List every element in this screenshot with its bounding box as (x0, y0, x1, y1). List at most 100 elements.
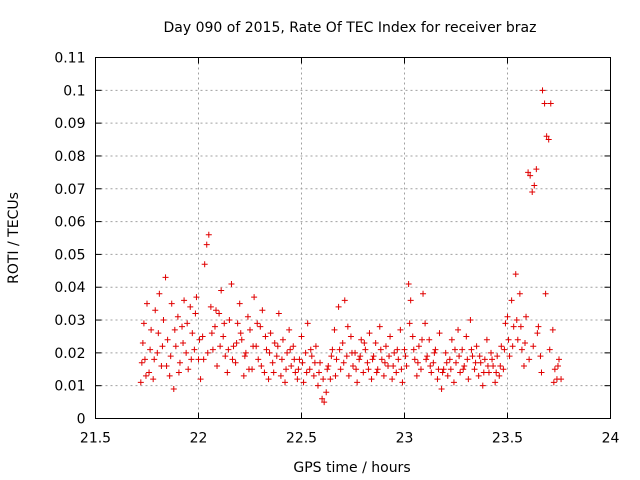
data-point (327, 376, 334, 383)
data-point (200, 356, 207, 363)
data-point (448, 336, 455, 343)
data-point (320, 376, 327, 383)
data-point (467, 317, 474, 324)
data-point (257, 323, 264, 330)
data-point (164, 336, 171, 343)
data-point (172, 343, 179, 350)
data-point (401, 346, 408, 353)
data-point (447, 366, 454, 373)
data-point (543, 133, 550, 140)
data-point (480, 369, 487, 376)
data-point (278, 356, 285, 363)
data-point (311, 359, 318, 366)
data-point (505, 336, 512, 343)
data-point (407, 297, 414, 304)
data-point (378, 356, 385, 363)
data-point (373, 369, 380, 376)
data-point (317, 359, 324, 366)
data-point (390, 362, 397, 369)
data-point (479, 382, 486, 389)
data-point (391, 349, 398, 356)
data-point (497, 362, 504, 369)
axes: 0 0.01 0.02 0.03 0.04 0.05 0.06 0.07 0.08 0.09 0.1… (54, 51, 619, 447)
data-point (201, 261, 208, 268)
data-point (234, 320, 241, 327)
data-point (271, 340, 278, 347)
data-point (501, 346, 508, 353)
data-point (150, 376, 157, 383)
data-point (238, 336, 245, 343)
data-point (180, 340, 187, 347)
data-point (241, 353, 248, 360)
data-point (156, 290, 163, 297)
data-point (343, 353, 350, 360)
data-point (262, 333, 269, 340)
data-point (415, 343, 422, 350)
y-tick-label: 0.08 (54, 149, 85, 165)
data-point (551, 366, 558, 373)
data-point (428, 369, 435, 376)
data-point (476, 353, 483, 360)
data-point (216, 310, 223, 317)
data-point (273, 353, 280, 360)
data-point (199, 333, 206, 340)
data-point (369, 356, 376, 363)
data-point (370, 353, 377, 360)
data-point (316, 369, 323, 376)
data-point (166, 372, 173, 379)
data-point (504, 313, 511, 320)
data-point (405, 280, 412, 287)
data-point (288, 362, 295, 369)
data-point (542, 290, 549, 297)
data-point (279, 336, 286, 343)
data-point (427, 362, 434, 369)
data-point (151, 356, 158, 363)
data-point (345, 372, 352, 379)
data-point (490, 362, 497, 369)
data-point (142, 372, 149, 379)
data-point (475, 372, 482, 379)
x-axis-label: GPS time / hours (293, 460, 410, 476)
x-tick-label: 21.5 (80, 431, 111, 447)
data-point (527, 172, 534, 179)
data-point (275, 310, 282, 317)
data-point (550, 379, 557, 386)
data-point (453, 359, 459, 366)
data-point (498, 343, 505, 350)
data-point (197, 376, 204, 383)
data-point (339, 340, 346, 347)
y-axis-label: ROTI / TECUs (6, 192, 22, 284)
data-point (356, 356, 363, 363)
data-point (344, 323, 351, 330)
y-tick-label: 0.04 (54, 280, 85, 296)
data-point (228, 280, 235, 287)
data-point (209, 346, 216, 353)
data-point (362, 346, 369, 353)
y-tick-label: 0.01 (54, 379, 85, 395)
data-point (325, 362, 332, 369)
data-point (207, 303, 214, 310)
data-point (192, 310, 199, 317)
data-point (465, 376, 472, 383)
y-tick-label: 0.02 (54, 346, 85, 362)
data-point (513, 317, 520, 324)
data-point (211, 323, 218, 330)
x-tick-label: 22 (190, 431, 208, 447)
data-point (295, 366, 302, 373)
x-tick-label: 24 (602, 431, 620, 447)
data-point (162, 274, 169, 281)
data-point (531, 182, 538, 189)
data-point (319, 395, 326, 402)
x-tick-label: 23.5 (492, 431, 523, 447)
data-point (175, 369, 182, 376)
data-point (226, 317, 233, 324)
data-point (510, 323, 517, 330)
data-point (148, 326, 155, 333)
data-point (368, 376, 375, 383)
y-tick-label: 0.07 (54, 182, 85, 198)
data-point (381, 359, 388, 366)
data-point (537, 353, 544, 360)
data-point (382, 343, 389, 350)
data-point (167, 353, 174, 360)
x-tick-label: 22.5 (286, 431, 317, 447)
